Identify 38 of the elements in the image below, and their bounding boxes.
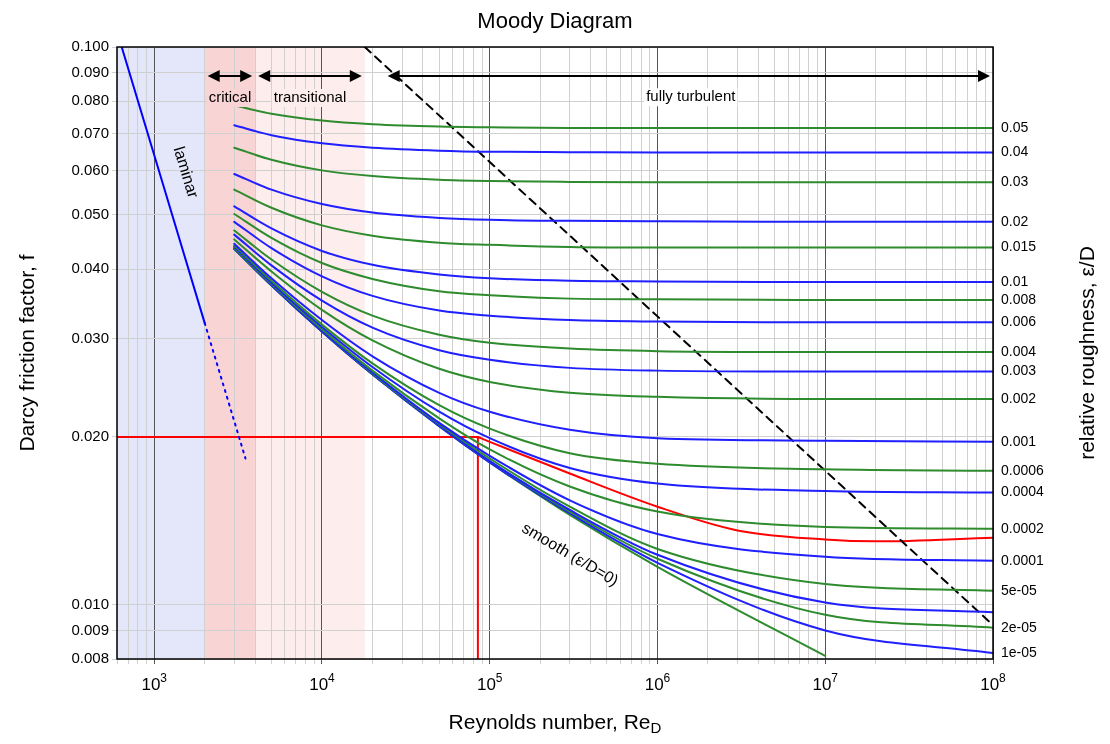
y-tick-label: 0.070 — [71, 123, 109, 141]
y-tick-label: 0.008 — [71, 649, 109, 667]
y-tick-label: 0.010 — [71, 595, 109, 613]
series-label: 5e-05 — [1001, 581, 1038, 598]
series-label: 0.003 — [1001, 362, 1037, 379]
annotation: laminar — [170, 144, 203, 201]
band-label: transitional — [273, 88, 347, 106]
series-label: 0.015 — [1001, 238, 1037, 255]
series-label: 2e-05 — [1001, 618, 1038, 635]
series-label: 0.006 — [1001, 313, 1037, 330]
y-tick-label: 0.080 — [71, 91, 109, 109]
y-tick-label: 0.050 — [71, 205, 109, 223]
series-label: 0.0002 — [1001, 519, 1045, 536]
series-label: 0.0001 — [1001, 551, 1045, 568]
series-label: 0.0006 — [1001, 461, 1045, 478]
series-label: 0.03 — [1001, 173, 1029, 190]
y-tick-label: 0.060 — [71, 160, 109, 178]
series-label: 0.001 — [1001, 432, 1037, 449]
series-label: 1e-05 — [1001, 643, 1038, 660]
series-label: 0.0004 — [1001, 483, 1045, 500]
series-label: 0.004 — [1001, 342, 1037, 359]
annotation: fully turbulent — [646, 87, 737, 105]
y-tick-label: 0.090 — [71, 62, 109, 80]
y2-axis-title: relative roughness, ε/D — [1074, 246, 1098, 460]
series-label: 0.008 — [1001, 290, 1037, 307]
y-axis-title: Darcy friction factor, f — [14, 254, 38, 452]
y-tick-label: 0.100 — [71, 37, 109, 55]
series-label: 0.01 — [1001, 272, 1029, 289]
y-tick-label: 0.009 — [71, 620, 109, 638]
y-tick-label: 0.030 — [71, 328, 109, 346]
y-tick-label: 0.020 — [71, 427, 109, 445]
y-tick-label: 0.040 — [71, 259, 109, 277]
chart-title: Moody Diagram — [477, 8, 633, 34]
series-label: 0.02 — [1001, 212, 1029, 229]
series-label: 0.05 — [1001, 118, 1029, 135]
series-label: 0.04 — [1001, 143, 1029, 160]
band-label: critical — [208, 88, 252, 106]
series-label: 0.002 — [1001, 389, 1037, 406]
